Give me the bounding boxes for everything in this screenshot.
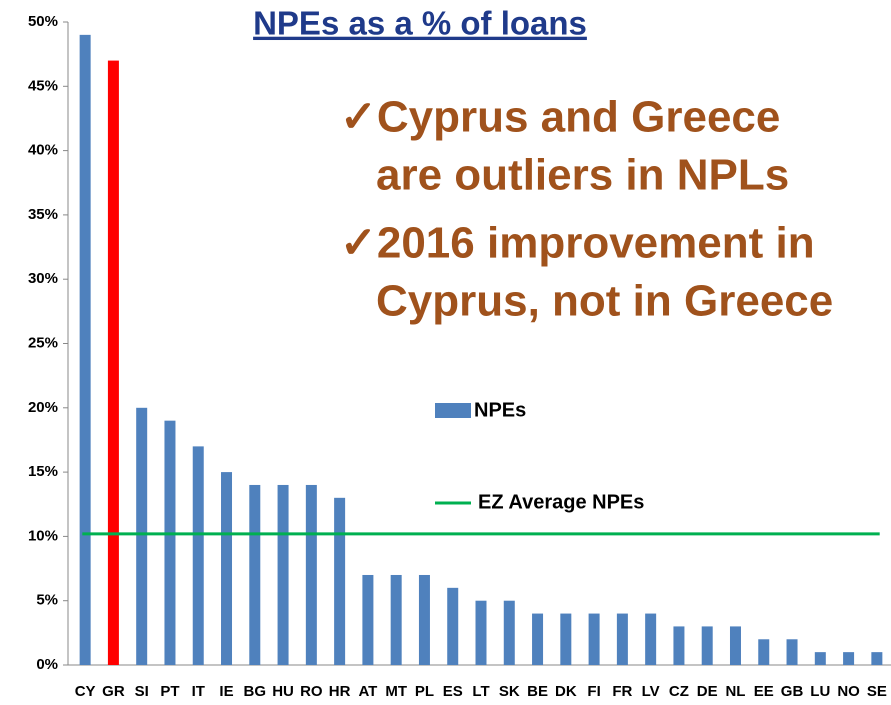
x-tick-label: FI: [587, 683, 600, 700]
bar: [758, 639, 770, 665]
x-tick-label: LT: [472, 683, 489, 700]
y-tick-label: 15%: [28, 463, 58, 480]
legend-swatch: [435, 403, 471, 418]
bar: [305, 484, 317, 665]
x-tick-label: ES: [443, 683, 463, 700]
annotation: Cyprus, not in Greece: [376, 277, 833, 326]
y-tick-label: 5%: [36, 592, 58, 609]
x-tick-label: NL: [725, 683, 745, 700]
bar: [164, 420, 176, 665]
bar: [843, 652, 855, 665]
x-tick-label: SE: [867, 683, 887, 700]
x-tick-label: MT: [385, 683, 407, 700]
bar: [249, 484, 261, 665]
x-tick-label: GB: [781, 683, 804, 700]
bar: [729, 626, 741, 665]
x-tick-label: SK: [499, 683, 520, 700]
bar: [418, 574, 430, 665]
x-tick-label: DK: [555, 683, 577, 700]
y-tick-label: 40%: [28, 142, 58, 159]
y-tick-label: 45%: [28, 77, 58, 94]
bar: [616, 613, 628, 665]
bar: [503, 600, 515, 665]
x-tick-label: CY: [75, 683, 96, 700]
x-tick-label: EE: [754, 683, 774, 700]
y-tick-label: 25%: [28, 334, 58, 351]
y-tick-label: 50%: [28, 13, 58, 30]
annotation: ✓2016 improvement in: [340, 219, 815, 268]
y-tick-label: 10%: [28, 527, 58, 544]
bar: [107, 60, 119, 665]
x-tick-label: BE: [527, 683, 548, 700]
x-tick-label: AT: [358, 683, 377, 700]
x-tick-label: GR: [102, 683, 125, 700]
bar: [447, 587, 459, 665]
bar: [79, 34, 91, 666]
x-tick-label: HR: [329, 683, 351, 700]
y-tick-label: 20%: [28, 399, 58, 416]
bar: [701, 626, 713, 665]
y-tick-label: 0%: [36, 656, 58, 673]
x-tick-label: IT: [192, 683, 205, 700]
x-tick-label: BG: [244, 683, 267, 700]
x-tick-label: RO: [300, 683, 323, 700]
bar: [532, 613, 544, 665]
bar: [277, 484, 289, 665]
x-tick-label: LV: [642, 683, 660, 700]
x-tick-label: IE: [219, 683, 233, 700]
legend-label: EZ Average NPEs: [478, 491, 644, 513]
bar: [334, 497, 346, 665]
bar: [136, 407, 148, 665]
bar: [362, 574, 374, 665]
x-tick-label: PT: [160, 683, 179, 700]
bar: [588, 613, 600, 665]
bar: [475, 600, 487, 665]
annotation: are outliers in NPLs: [376, 151, 789, 200]
bar: [645, 613, 657, 665]
legend-label: NPEs: [474, 399, 526, 421]
chart-title: NPEs as a % of loans: [253, 5, 587, 42]
x-tick-label: SI: [135, 683, 149, 700]
bar: [673, 626, 685, 665]
bar: [814, 652, 826, 665]
x-tick-label: NO: [837, 683, 860, 700]
y-tick-label: 35%: [28, 206, 58, 223]
bar: [221, 472, 233, 665]
y-tick-label: 30%: [28, 270, 58, 287]
x-tick-label: CZ: [669, 683, 689, 700]
x-tick-label: PL: [415, 683, 434, 700]
x-tick-label: FR: [612, 683, 632, 700]
x-tick-label: HU: [272, 683, 294, 700]
x-tick-label: DE: [697, 683, 718, 700]
annotation: ✓Cyprus and Greece: [340, 93, 780, 142]
x-tick-label: LU: [810, 683, 830, 700]
bar: [390, 574, 402, 665]
bar: [871, 652, 883, 665]
bar: [786, 639, 798, 665]
bar: [192, 446, 204, 665]
bar: [560, 613, 572, 665]
